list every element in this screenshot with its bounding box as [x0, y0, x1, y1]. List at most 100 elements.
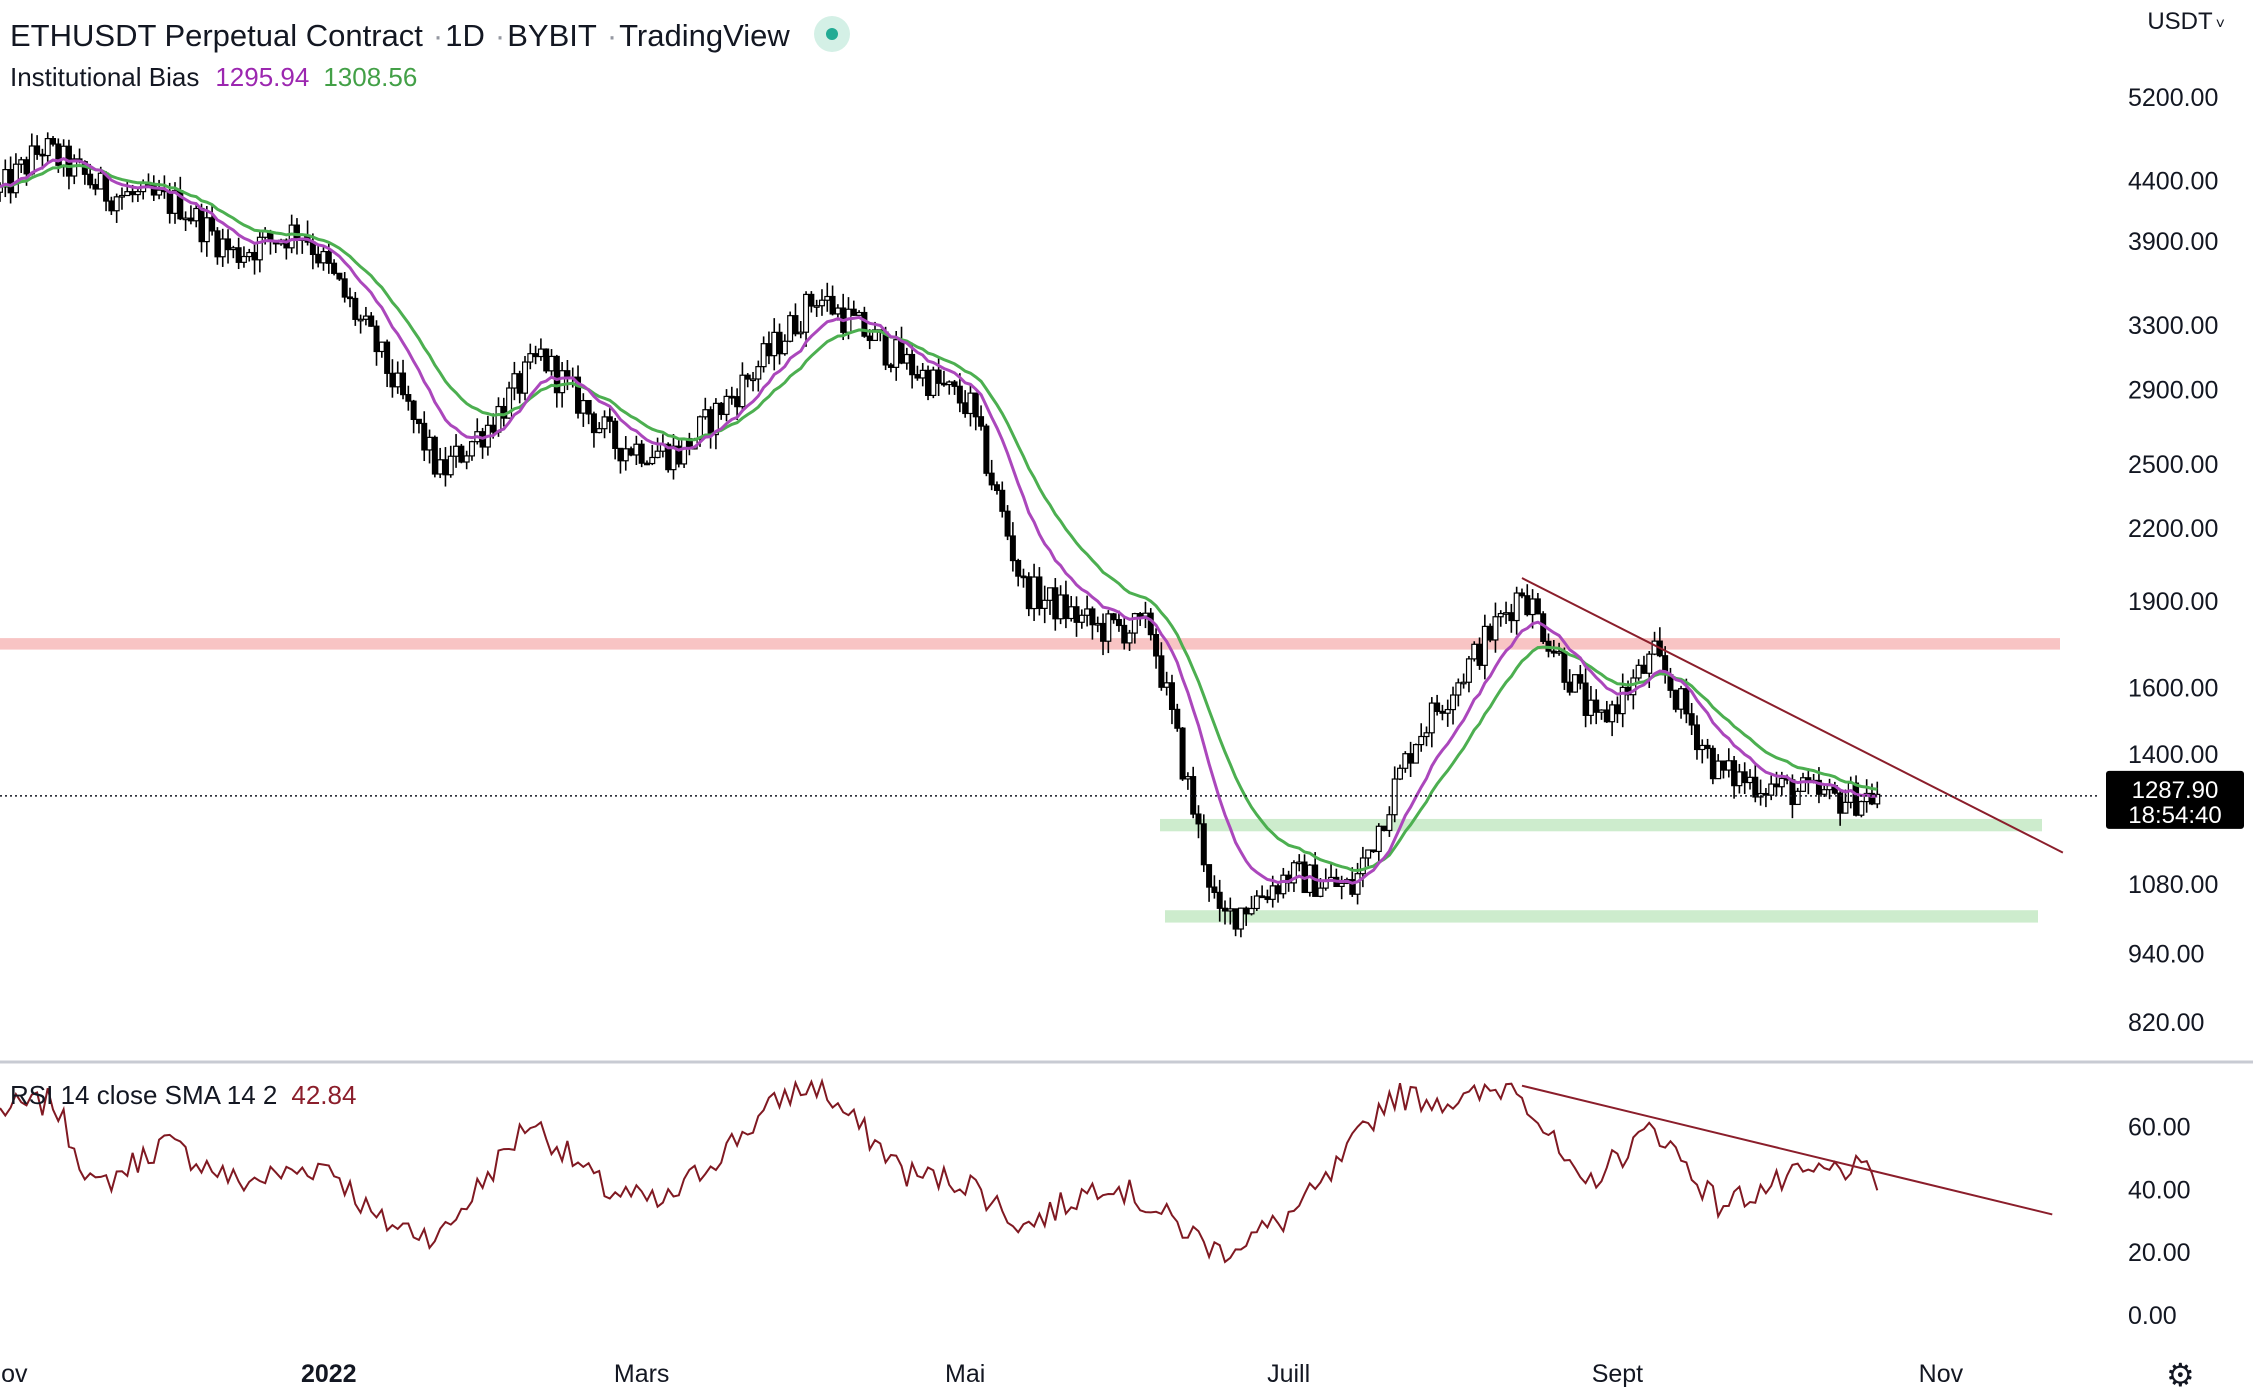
candle-body: [1503, 612, 1510, 615]
currency-label: USDT: [2147, 8, 2213, 35]
candle-body: [1200, 823, 1207, 866]
indicator-value-slow: 1308.56: [323, 62, 418, 92]
candle-body: [914, 374, 921, 379]
candle-body: [909, 353, 916, 376]
candle-body: [712, 402, 719, 436]
candle-body: [108, 200, 115, 212]
rsi-axis-label: 0.00: [2128, 1302, 2177, 1330]
candle-body: [1874, 793, 1881, 805]
candle-body: [606, 416, 613, 422]
candle-body: [1094, 622, 1101, 626]
candle-body: [1614, 704, 1621, 715]
candle-body: [1062, 594, 1069, 620]
candle-body: [44, 138, 51, 157]
candle-body: [543, 348, 550, 372]
rsi-trendline[interactable]: [1521, 1084, 2053, 1216]
candle-body: [1704, 744, 1711, 750]
rsi-line: [0, 1077, 1879, 1264]
candle-body: [256, 236, 263, 261]
candle-body: [776, 331, 783, 355]
candle-body: [400, 372, 407, 396]
candle-body: [1587, 699, 1594, 716]
candle-body: [1720, 760, 1727, 771]
rsi-value: 42.84: [291, 1080, 357, 1110]
candle-body: [511, 373, 518, 389]
currency-selector[interactable]: USDT ˅: [2147, 8, 2225, 36]
candle-body: [1651, 640, 1658, 655]
candle-body: [1174, 708, 1181, 729]
candle-body: [1566, 681, 1573, 693]
candle-body: [156, 189, 163, 196]
candle-body: [362, 315, 369, 320]
rsi-legend[interactable]: RSI 14 close SMA 14 2 42.84: [10, 1080, 356, 1111]
candle-body: [956, 385, 963, 404]
candle-body: [1635, 664, 1642, 679]
candle-body: [628, 448, 635, 456]
candle-body: [1693, 724, 1700, 751]
candle-body: [1603, 709, 1610, 723]
symbol-name[interactable]: ETHUSDT Perpetual Contract: [10, 18, 423, 53]
candle-body: [787, 315, 794, 342]
candle-body: [935, 369, 942, 384]
candle-body: [118, 194, 125, 198]
candle-body: [1259, 895, 1266, 899]
time-axis-label: Nov: [0, 1360, 28, 1388]
candle-body: [87, 173, 94, 186]
price-axis-label: 820.00: [2128, 1009, 2204, 1037]
time-axis-label: 2022: [301, 1360, 357, 1388]
candle-body: [1359, 857, 1366, 875]
candle-body: [818, 299, 825, 307]
candle-body: [468, 441, 475, 457]
candle-body: [447, 455, 454, 476]
candle-body: [813, 305, 820, 308]
candle-body: [585, 399, 592, 415]
candle-body: [972, 392, 979, 418]
price-trendline[interactable]: [1521, 577, 2064, 854]
candle-body: [1041, 599, 1048, 609]
candle-body: [357, 318, 364, 322]
candle-body: [92, 184, 99, 190]
exchange-label: BYBIT: [507, 18, 597, 53]
candle-body: [617, 447, 624, 462]
candle-body: [230, 247, 237, 251]
time-axis-label: Mars: [614, 1360, 670, 1388]
candle-body: [951, 381, 958, 387]
interval-label[interactable]: 1D: [445, 18, 485, 53]
rsi-axis-label: 20.00: [2128, 1239, 2191, 1267]
candle-body: [622, 448, 629, 462]
candle-body: [1821, 789, 1828, 795]
candle-body: [1163, 682, 1170, 688]
candle-body: [1412, 744, 1419, 764]
candle-body: [1386, 814, 1393, 832]
candle-body: [12, 163, 19, 194]
chart-title[interactable]: ETHUSDT Perpetual Contract ·1D ·BYBIT ·Trad…: [10, 10, 852, 54]
candle-body: [1046, 587, 1053, 601]
candle-body: [887, 364, 894, 368]
candle-body: [410, 400, 417, 420]
candle-body: [97, 172, 104, 190]
candle-body: [1137, 613, 1144, 617]
candle-body: [1550, 650, 1557, 654]
settings-gear-icon[interactable]: ⚙: [2166, 1357, 2195, 1393]
candle-body: [1556, 651, 1563, 654]
candle-body: [1168, 682, 1175, 710]
candle-body: [760, 343, 767, 368]
candle-body: [728, 395, 735, 399]
candle-body: [1450, 694, 1457, 711]
candle-body: [1253, 895, 1260, 910]
candle-body: [940, 382, 947, 386]
candle-body: [193, 207, 200, 222]
price-axis-label: 1080.00: [2128, 871, 2218, 899]
candle-body: [1736, 771, 1743, 787]
candle-body: [1513, 592, 1520, 622]
candle-body: [596, 428, 603, 434]
candle-body: [919, 369, 926, 379]
indicator-legend[interactable]: Institutional Bias 1295.94 1308.56: [10, 62, 417, 93]
candle-body: [1009, 535, 1016, 562]
candle-body: [1221, 907, 1228, 912]
price-axis-label: 2200.00: [2128, 515, 2218, 543]
candle-body: [1768, 783, 1775, 796]
candle-body: [983, 425, 990, 474]
candle-body: [1619, 686, 1626, 715]
